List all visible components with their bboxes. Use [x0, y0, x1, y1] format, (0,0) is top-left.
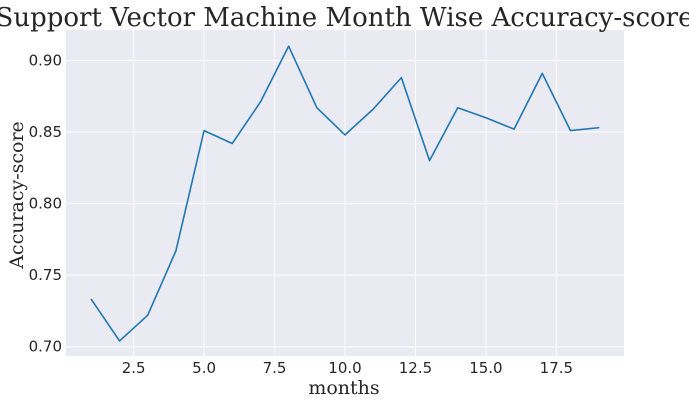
y-tick-label: 0.75: [29, 266, 62, 284]
y-tick-label: 0.90: [29, 51, 62, 69]
y-tick-labels: 0.70 0.75 0.80 0.85 0.90: [29, 51, 62, 355]
x-gridlines: [133, 30, 557, 356]
y-axis-label: Accuracy-score: [6, 121, 28, 270]
y-tick-label: 0.70: [29, 338, 62, 356]
y-gridlines: [66, 59, 624, 348]
x-tick-label: 2.5: [122, 359, 146, 377]
x-axis-label: months: [308, 377, 379, 399]
x-tick-labels: 2.5 5.0 7.5 10.0 12.5 15.0 17.5: [122, 359, 573, 377]
y-tick-label: 0.80: [29, 195, 62, 213]
x-tick-label: 15.0: [469, 359, 502, 377]
chart-title: Support Vector Machine Month Wise Accura…: [0, 3, 689, 33]
x-tick-label: 17.5: [540, 359, 573, 377]
x-tick-label: 12.5: [399, 359, 432, 377]
x-tick-label: 10.0: [328, 359, 361, 377]
accuracy-series-line: [90, 45, 600, 342]
y-tick-label: 0.85: [29, 123, 62, 141]
x-tick-label: 7.5: [263, 359, 287, 377]
x-tick-label: 5.0: [192, 359, 216, 377]
